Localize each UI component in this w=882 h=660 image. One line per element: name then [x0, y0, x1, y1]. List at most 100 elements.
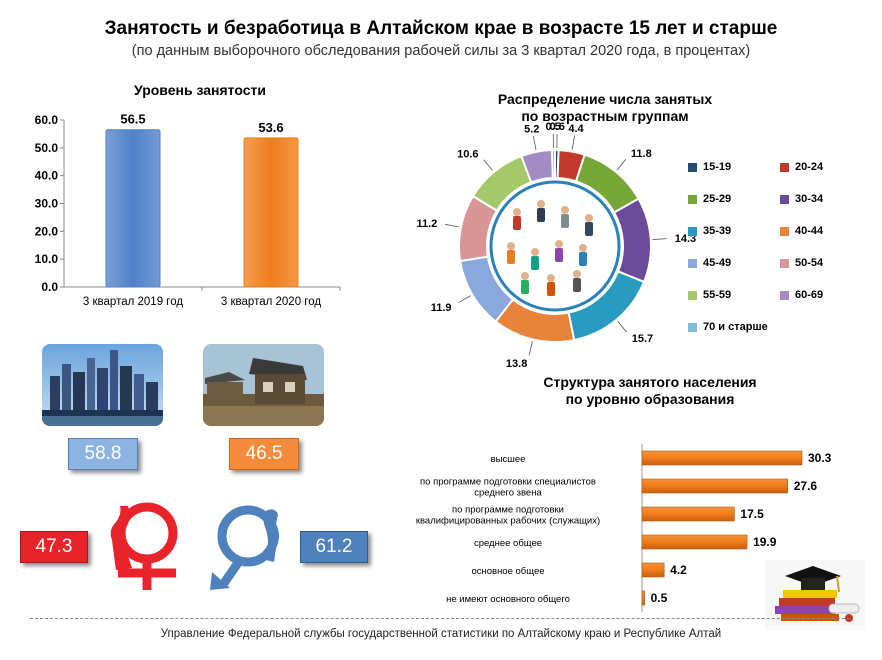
person-head-icon	[507, 242, 515, 250]
legend-swatch	[688, 226, 697, 236]
bar	[641, 506, 735, 522]
pie-value-label: 0.6	[550, 121, 565, 133]
legend-item: 35-39	[688, 224, 731, 238]
person-head-icon	[573, 270, 581, 278]
age-chart: 0.6 4.4 11.8 14.3 15.7 13.8 11.9 11.2 10.6 5.2 0.5	[416, 121, 696, 370]
person-head-icon	[513, 208, 521, 216]
footer-text: Управление Федеральной службы государств…	[160, 628, 722, 640]
bar	[641, 562, 665, 578]
legend-item: 50-54	[780, 256, 823, 270]
person-head-icon	[585, 214, 593, 222]
legend-swatch	[780, 290, 789, 300]
bar	[243, 137, 299, 288]
y-tick-label: 60.0	[35, 113, 59, 127]
age-chart-title-line2: по возрастным группам	[521, 108, 689, 124]
category-label: по программе подготовки специалистов	[420, 477, 596, 488]
legend-item: 20-24	[780, 160, 823, 174]
bar-value-label: 4.2	[670, 563, 687, 577]
age-chart-title-line1: Распределение числа занятых	[497, 91, 713, 107]
legend-label: 70 и старше	[703, 321, 768, 333]
legend-item: 60-69	[780, 288, 823, 302]
pie-leader-line	[445, 223, 459, 228]
education-chart-title-line1: Структура занятого населения	[543, 374, 757, 390]
bar-value-label: 27.6	[794, 479, 818, 493]
bar	[641, 534, 748, 550]
y-tick-label: 30.0	[35, 197, 59, 211]
legend-label: 25-29	[703, 193, 732, 205]
bar-value-label: 56.5	[120, 112, 145, 127]
legend-item: 70 и старше	[688, 320, 768, 334]
legend-swatch	[688, 290, 697, 300]
x-tick-label: 3 квартал 2019 год	[83, 296, 183, 308]
pie-leader-line	[458, 295, 471, 304]
x-tick-label: 3 квартал 2020 год	[221, 296, 321, 308]
village-photo	[203, 344, 324, 426]
category-label: не имеют основного общего	[446, 594, 570, 605]
person-head-icon	[547, 274, 555, 282]
legend-item: 55-59	[688, 288, 731, 302]
legend-label: 60-69	[795, 289, 824, 301]
person-head-icon	[537, 200, 545, 208]
legend-swatch	[688, 258, 697, 268]
village-value: 46.5	[229, 438, 299, 470]
legend-item: 45-49	[688, 256, 731, 270]
pie-slice	[550, 148, 556, 180]
footer-divider	[30, 618, 850, 619]
education-chart: 30.3 высшее 27.6 по программе подготовки сп…	[416, 444, 832, 612]
legend-swatch	[780, 194, 789, 204]
pie-value-label: 13.8	[506, 358, 527, 370]
category-label: основное общее	[471, 566, 544, 577]
bar-value-label: 30.3	[808, 451, 832, 465]
person-head-icon	[521, 272, 529, 280]
category-label: квалифицированных рабочих (служащих)	[416, 516, 600, 527]
legend-item: 40-44	[780, 224, 823, 238]
pie-leader-line	[483, 159, 493, 171]
person-head-icon	[579, 244, 587, 252]
bar-value-label: 17.5	[740, 507, 764, 521]
employment-chart-title: Уровень занятости	[134, 82, 266, 98]
pie-leader-line	[617, 321, 627, 333]
pie-value-label: 4.4	[568, 123, 584, 135]
person-body-icon	[573, 278, 581, 292]
page-title: Занятость и безработица в Алтайском крае…	[104, 18, 778, 39]
category-label: высшее	[491, 454, 526, 465]
person-body-icon	[507, 250, 515, 264]
legend-label: 20-24	[795, 161, 824, 173]
legend-swatch	[688, 194, 697, 204]
legend-swatch	[780, 258, 789, 268]
legend-label: 15-19	[703, 161, 732, 173]
employment-chart: 0.0 10.0 20.0 30.0 40.0 50.0 60.0 56.5 3 квартал…	[35, 112, 341, 308]
legend-item: 25-29	[688, 192, 731, 206]
pie-value-label: 5.2	[524, 123, 539, 135]
person-body-icon	[561, 214, 569, 228]
bar-value-label: 19.9	[753, 535, 777, 549]
pie-leader-line	[528, 341, 533, 356]
female-symbol-icon	[110, 502, 178, 590]
y-tick-label: 10.0	[35, 252, 59, 266]
person-body-icon	[555, 248, 563, 262]
legend-label: 40-44	[795, 225, 824, 237]
legend-swatch	[688, 162, 697, 172]
city-photo	[42, 344, 163, 426]
legend-label: 30-34	[795, 193, 824, 205]
person-body-icon	[579, 252, 587, 266]
category-label: среднее общее	[474, 538, 542, 549]
pie-leader-line	[571, 135, 575, 150]
bar-value-label: 0.5	[651, 591, 668, 605]
education-chart-title-line2: по уровню образования	[565, 391, 735, 407]
pie-value-label: 11.8	[631, 148, 652, 160]
pie-value-label: 14.3	[675, 233, 696, 245]
person-body-icon	[531, 256, 539, 270]
bar	[641, 590, 645, 606]
legend-label: 35-39	[703, 225, 732, 237]
person-head-icon	[555, 240, 563, 248]
legend-swatch	[688, 322, 697, 332]
legend-label: 55-59	[703, 289, 732, 301]
male-value: 61.2	[300, 531, 368, 563]
pie-leader-line	[532, 136, 537, 150]
person-body-icon	[537, 208, 545, 222]
pie-leader-line	[652, 238, 667, 240]
bar	[641, 478, 789, 494]
male-symbol-icon	[210, 505, 279, 590]
bar	[641, 450, 803, 466]
